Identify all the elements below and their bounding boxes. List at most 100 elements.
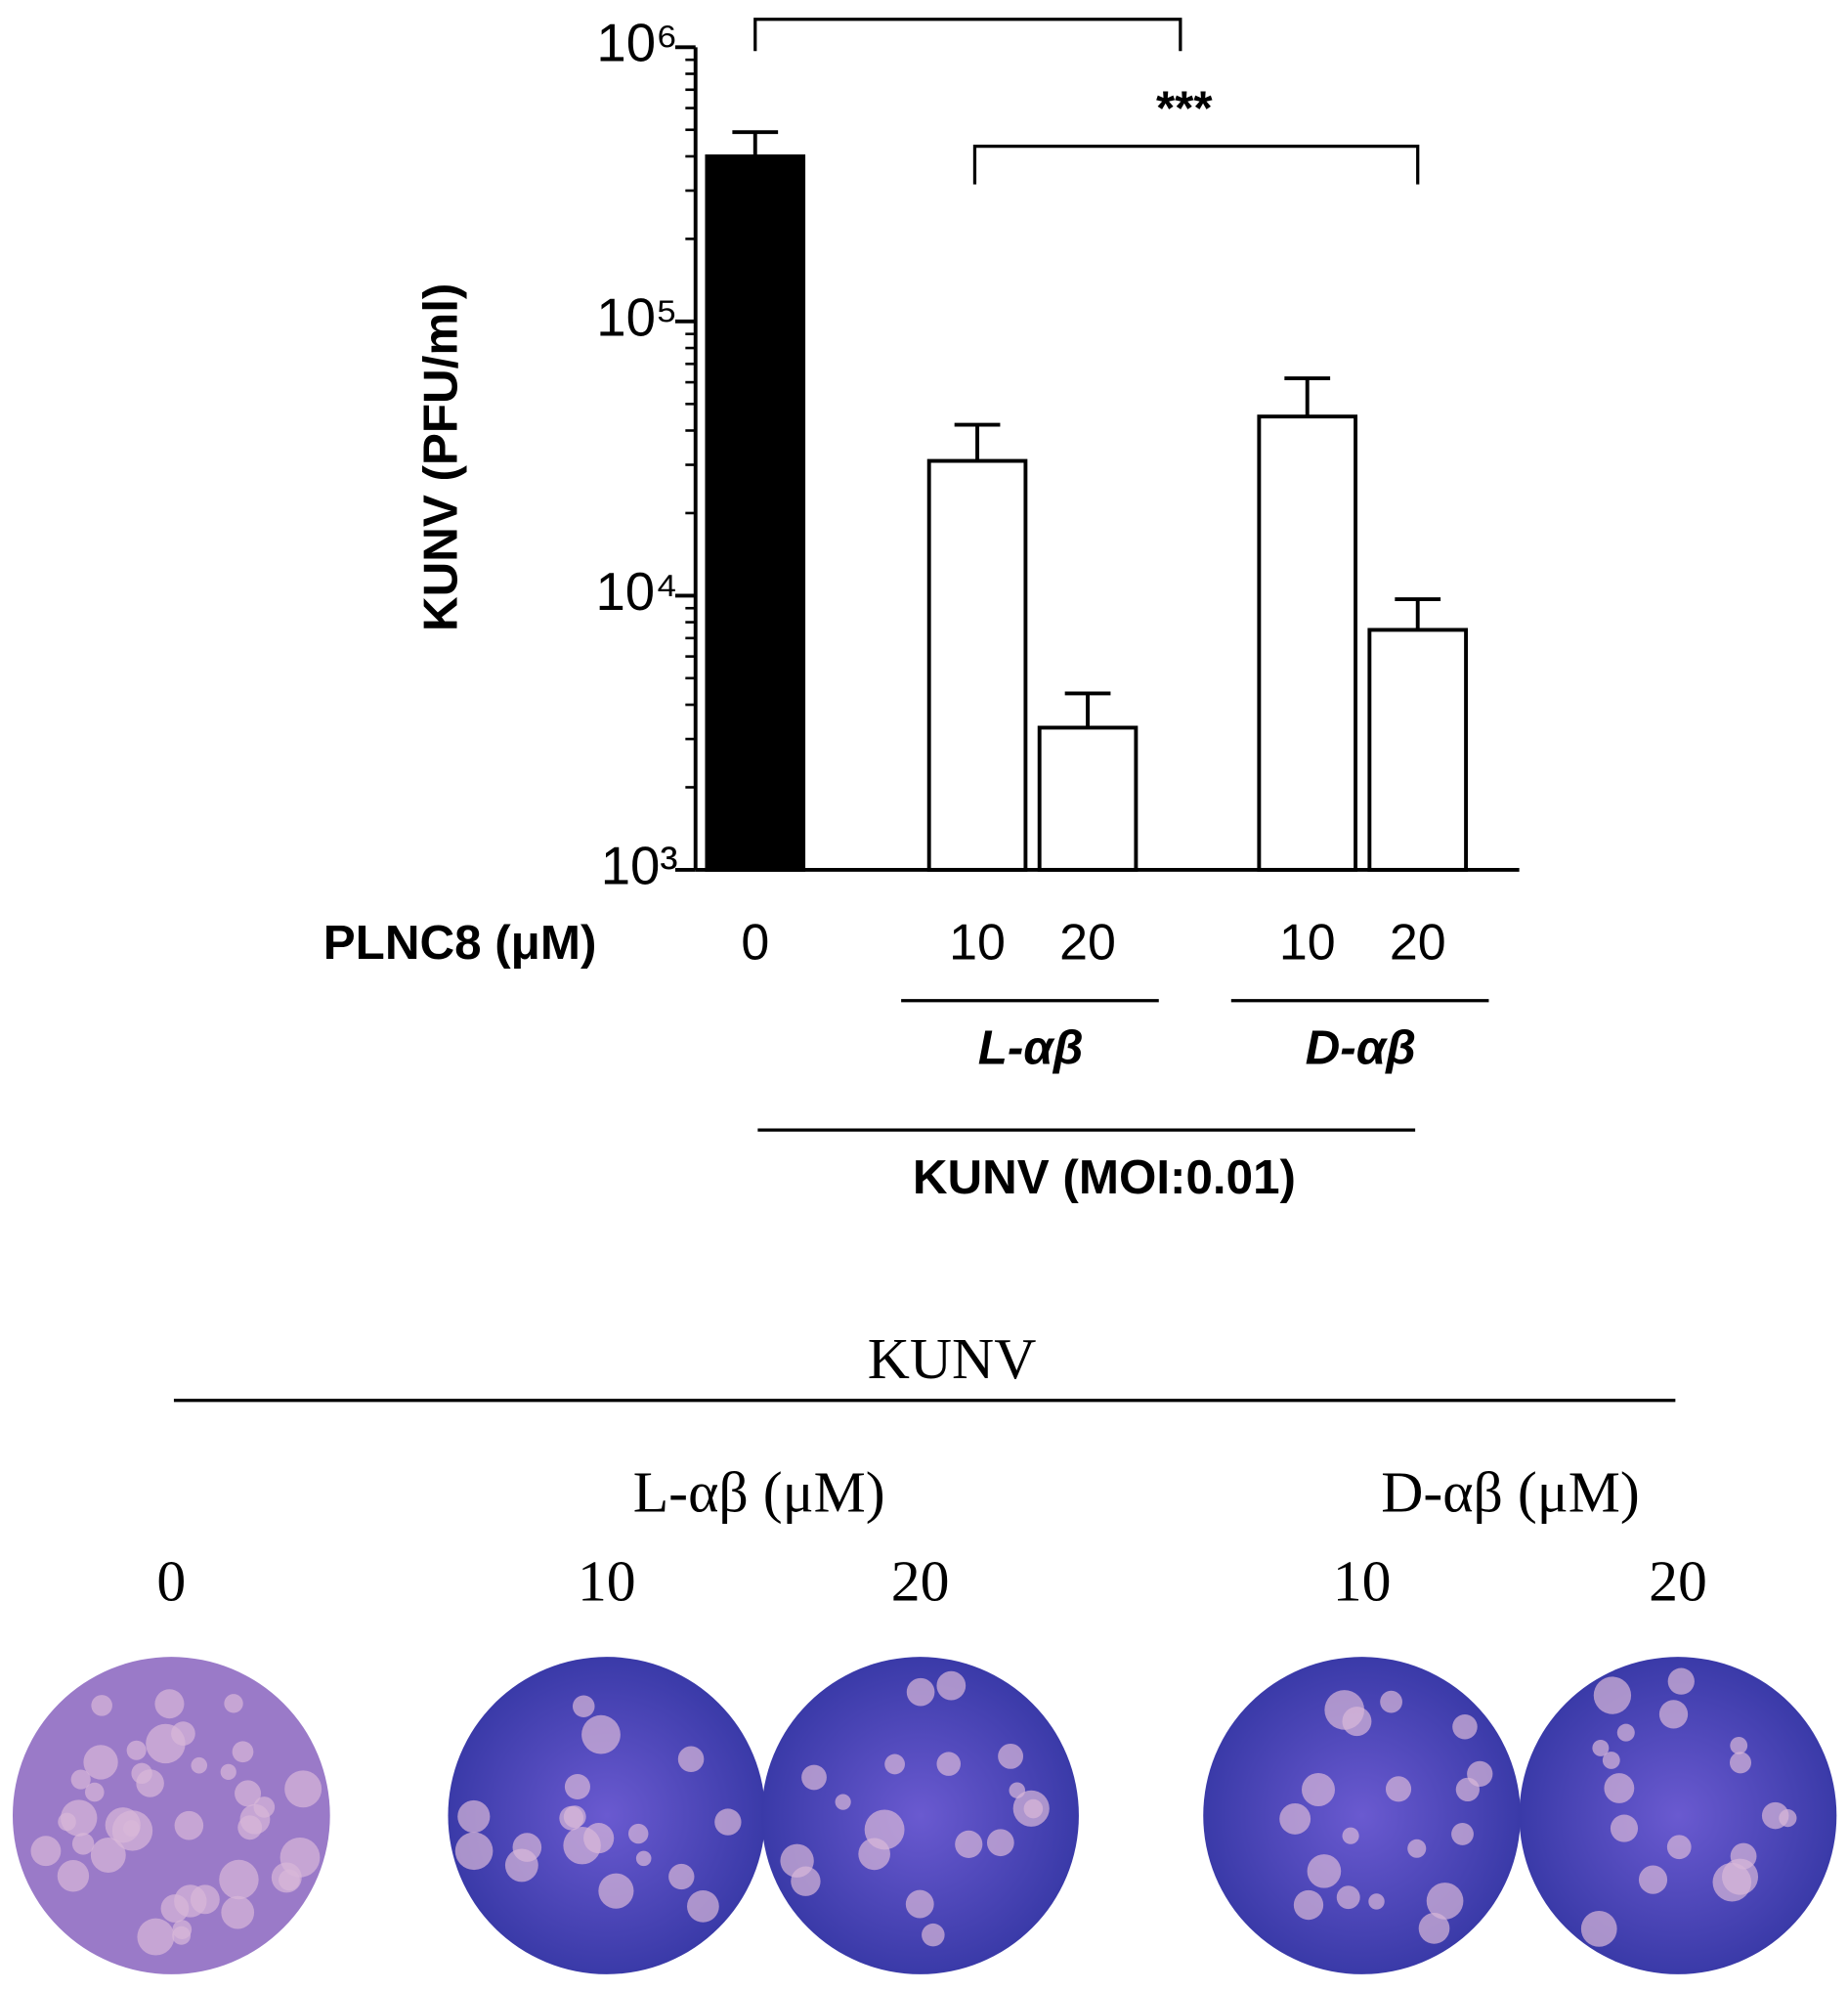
plaque-label: 10 (1333, 1548, 1392, 1613)
y-tick-label: 10⁶ (596, 14, 677, 73)
plaque-spot (1324, 1690, 1365, 1730)
plaque-label: 20 (1649, 1548, 1707, 1613)
plaque-spot (906, 1677, 935, 1707)
plaque-spot (955, 1830, 983, 1858)
plaque-spot (581, 1714, 621, 1754)
plaque-spot (801, 1764, 827, 1791)
plaque-spot (504, 1848, 538, 1883)
plaque-spot (1451, 1823, 1474, 1845)
y-tick-label: 10³ (601, 836, 678, 895)
plaque-spot (583, 1823, 615, 1854)
plaque-spot (1380, 1690, 1402, 1713)
x-tick-label: 10 (949, 915, 1006, 972)
group-caption: KUNV (MOI:0.01) (913, 1150, 1296, 1204)
plaque-spot (174, 1884, 207, 1918)
plaque-well (1519, 1657, 1837, 1974)
plaque-spot (1602, 1752, 1620, 1769)
plaque-spot (791, 1866, 821, 1896)
group-label: L-αβ (978, 1021, 1084, 1075)
plaque-spot (1580, 1911, 1617, 1947)
bar (1257, 414, 1358, 872)
plaque-well (448, 1657, 766, 1974)
plaque-spot (905, 1889, 934, 1919)
plaque-spot (457, 1799, 491, 1834)
x-tick-label: 20 (1059, 915, 1116, 972)
plaque-spot (1666, 1835, 1692, 1860)
plaque-spot (146, 1723, 186, 1764)
plaque-spot (884, 1753, 905, 1775)
plaque-spot (858, 1838, 890, 1871)
plaque-spot (1407, 1839, 1427, 1858)
plaque-spot (454, 1832, 494, 1871)
plaque-spot (1730, 1736, 1748, 1754)
plaque-spot (1610, 1814, 1639, 1842)
plaque-spot (57, 1860, 90, 1892)
brackets (173, 18, 1676, 1403)
plaque-spot (1342, 1827, 1359, 1844)
plaque-spot (279, 1837, 321, 1878)
plaque-spot (677, 1746, 705, 1772)
plaque-spot (998, 1743, 1024, 1769)
plaque-spot (936, 1670, 967, 1701)
plaque-spot (1452, 1713, 1478, 1740)
plaque-spot (1604, 1773, 1635, 1803)
plaque-spot (1336, 1885, 1360, 1910)
plaque-spot (279, 1869, 300, 1891)
x-axis-label: PLNC8 (μM) (323, 916, 597, 970)
plaque-spot (628, 1823, 649, 1844)
bar (1037, 725, 1139, 872)
plaque-spot (714, 1808, 742, 1836)
plaque-spot (30, 1836, 62, 1867)
plaque-spot (174, 1810, 204, 1840)
plaque-spot (224, 1694, 243, 1713)
plaque-spot (126, 1740, 147, 1760)
plaque-spot (559, 1805, 584, 1831)
plaque-spot (1023, 1798, 1044, 1819)
plaque-spot (83, 1745, 118, 1780)
plaque-spot (1279, 1802, 1311, 1835)
plaque-spot (835, 1794, 851, 1810)
plaque-spot (235, 1780, 262, 1807)
plaque-spot (1418, 1913, 1450, 1944)
plaque-spot (221, 1895, 255, 1929)
plaque-spot (131, 1762, 152, 1785)
plaque-spot (284, 1770, 322, 1808)
plaque-spot (922, 1923, 945, 1947)
y-axis-label: KUNV (PFU/ml) (414, 283, 468, 631)
plaque-spot (635, 1850, 652, 1867)
plaque-spot (1301, 1772, 1335, 1806)
plaque-spot (1455, 1777, 1480, 1802)
plaque-spot (219, 1859, 259, 1900)
plaque-spot (239, 1803, 271, 1835)
plaque-spot (1307, 1854, 1342, 1888)
plaque-spot (668, 1863, 695, 1890)
plaque-spot (1385, 1776, 1412, 1802)
plaque-spot (564, 1773, 590, 1800)
plaque-title: KUNV (868, 1326, 1037, 1391)
plaque-spot (61, 1799, 98, 1837)
plaque-spot (191, 1756, 208, 1774)
bar (705, 154, 806, 872)
bar (926, 458, 1028, 872)
plaque-spot (220, 1763, 236, 1781)
plaque-spot (1729, 1752, 1752, 1774)
plaque-spot (90, 1838, 126, 1873)
group-label: D-αβ (1306, 1021, 1416, 1075)
plaque-spot (1712, 1862, 1752, 1902)
plaque-spot (1779, 1809, 1797, 1828)
plaque-spot (137, 1918, 175, 1956)
plaque-spot (1368, 1893, 1385, 1910)
plaque-spot (1293, 1889, 1324, 1921)
plaque-spot (986, 1829, 1014, 1857)
plaque-spot (936, 1752, 962, 1776)
plaque-spot (1426, 1883, 1464, 1920)
plaque-spot (1638, 1865, 1668, 1894)
plaque-well (761, 1657, 1079, 1974)
plaque-spot (232, 1741, 254, 1763)
x-tick-label: 20 (1390, 915, 1446, 972)
bracket (753, 18, 1182, 52)
plaque-spot (687, 1890, 719, 1923)
plaque-spot (91, 1695, 112, 1716)
plaque-spot (1616, 1723, 1635, 1742)
